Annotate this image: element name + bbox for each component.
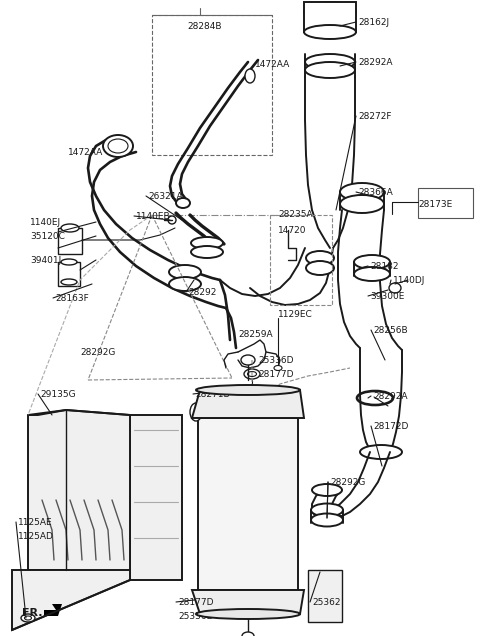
Text: 1472AA: 1472AA bbox=[68, 148, 103, 157]
Text: 26321A: 26321A bbox=[148, 192, 182, 201]
Bar bbox=[152, 15, 272, 155]
Ellipse shape bbox=[306, 251, 334, 265]
Text: 14720: 14720 bbox=[278, 226, 307, 235]
Text: 28172D: 28172D bbox=[373, 422, 408, 431]
Text: 25336D: 25336D bbox=[178, 612, 214, 621]
Text: 29135G: 29135G bbox=[40, 390, 76, 399]
Bar bbox=[308, 570, 342, 622]
Ellipse shape bbox=[196, 609, 300, 619]
Ellipse shape bbox=[304, 2, 356, 22]
Ellipse shape bbox=[354, 267, 390, 281]
Text: 28235A: 28235A bbox=[278, 210, 312, 219]
Ellipse shape bbox=[245, 69, 255, 83]
Text: 28284B: 28284B bbox=[188, 22, 222, 31]
Ellipse shape bbox=[306, 261, 334, 275]
Bar bbox=[198, 418, 298, 590]
Ellipse shape bbox=[108, 139, 128, 153]
Ellipse shape bbox=[103, 135, 133, 157]
Text: 28272F: 28272F bbox=[358, 112, 392, 121]
Text: 28173E: 28173E bbox=[418, 200, 452, 209]
Ellipse shape bbox=[305, 62, 355, 78]
Ellipse shape bbox=[244, 369, 260, 379]
Text: 28259A: 28259A bbox=[238, 330, 273, 339]
Text: 1472AA: 1472AA bbox=[255, 60, 290, 69]
Text: 28271B: 28271B bbox=[195, 390, 229, 399]
Ellipse shape bbox=[389, 283, 401, 293]
Polygon shape bbox=[192, 390, 304, 418]
Ellipse shape bbox=[304, 25, 356, 39]
Polygon shape bbox=[192, 590, 304, 614]
Text: 35120C: 35120C bbox=[30, 232, 65, 241]
Text: 28182: 28182 bbox=[370, 262, 398, 271]
Polygon shape bbox=[44, 604, 62, 616]
Text: 25336D: 25336D bbox=[258, 356, 293, 365]
Text: 1140DJ: 1140DJ bbox=[393, 276, 425, 285]
Text: 28366A: 28366A bbox=[358, 188, 393, 197]
Ellipse shape bbox=[61, 224, 79, 232]
Bar bbox=[270, 215, 332, 305]
Ellipse shape bbox=[169, 277, 201, 291]
Ellipse shape bbox=[176, 198, 190, 208]
Ellipse shape bbox=[340, 183, 384, 201]
Text: 28292: 28292 bbox=[188, 288, 216, 297]
Ellipse shape bbox=[61, 259, 77, 265]
Ellipse shape bbox=[242, 632, 254, 636]
Text: 28292G: 28292G bbox=[330, 478, 365, 487]
Text: 28292A: 28292A bbox=[358, 58, 393, 67]
Bar bbox=[58, 262, 80, 286]
Text: 1125AD: 1125AD bbox=[18, 532, 54, 541]
Ellipse shape bbox=[21, 614, 35, 622]
Bar bbox=[304, 2, 356, 32]
Polygon shape bbox=[12, 570, 130, 630]
Text: FR.: FR. bbox=[22, 608, 43, 618]
Text: 28256B: 28256B bbox=[373, 326, 408, 335]
Ellipse shape bbox=[312, 484, 342, 496]
Ellipse shape bbox=[311, 513, 343, 527]
Text: 28292G: 28292G bbox=[80, 348, 115, 357]
Ellipse shape bbox=[305, 54, 355, 70]
Bar bbox=[418, 188, 473, 218]
Ellipse shape bbox=[191, 237, 223, 249]
Text: 28177D: 28177D bbox=[178, 598, 214, 607]
Ellipse shape bbox=[360, 445, 402, 459]
Ellipse shape bbox=[274, 366, 282, 371]
Ellipse shape bbox=[169, 265, 201, 279]
Text: 39401J: 39401J bbox=[30, 256, 61, 265]
Ellipse shape bbox=[190, 403, 202, 421]
Ellipse shape bbox=[248, 406, 256, 410]
Text: 28162J: 28162J bbox=[358, 18, 389, 27]
Ellipse shape bbox=[340, 195, 384, 213]
Text: 28163F: 28163F bbox=[55, 294, 89, 303]
Text: 25362: 25362 bbox=[312, 598, 340, 607]
Ellipse shape bbox=[354, 255, 390, 269]
Ellipse shape bbox=[61, 279, 77, 285]
Text: 1125AE: 1125AE bbox=[18, 518, 53, 527]
Text: 1129EC: 1129EC bbox=[278, 310, 313, 319]
Ellipse shape bbox=[241, 355, 255, 365]
Ellipse shape bbox=[196, 385, 300, 395]
Polygon shape bbox=[130, 415, 182, 580]
Ellipse shape bbox=[311, 504, 343, 516]
Ellipse shape bbox=[248, 371, 256, 377]
Text: 1140EJ: 1140EJ bbox=[30, 218, 61, 227]
Text: 1140EB: 1140EB bbox=[136, 212, 170, 221]
Text: 28177D: 28177D bbox=[258, 370, 293, 379]
Ellipse shape bbox=[24, 616, 32, 620]
Bar bbox=[58, 228, 82, 254]
Text: 39300E: 39300E bbox=[370, 292, 404, 301]
Ellipse shape bbox=[168, 216, 176, 224]
Polygon shape bbox=[28, 410, 130, 580]
Text: 28292A: 28292A bbox=[373, 392, 408, 401]
Ellipse shape bbox=[191, 246, 223, 258]
